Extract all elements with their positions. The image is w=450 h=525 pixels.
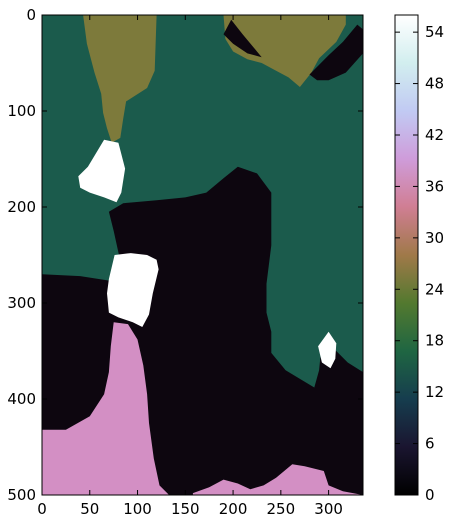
y-tick-label: 0 [26,6,36,24]
region-8-value-36 [192,464,363,495]
colorbar-tick-label: 48 [425,75,444,93]
y-tick-label: 400 [7,390,36,408]
colorbar-tick-label: 54 [425,23,444,41]
colorbar-tick-label: 42 [425,126,444,144]
x-tick-label: 300 [314,500,343,518]
colorbar-tick-label: 24 [425,280,444,298]
region-3-value-25 [223,15,346,87]
colorbar-axis: 0 6 12 18 24 30 36 42 48 54 [395,23,444,504]
colorbar-tick-label: 12 [425,383,444,401]
colorbar-tick-label: 30 [425,229,444,247]
x-tick-label: 50 [80,500,99,518]
colorbar-tick-label: 18 [425,332,444,350]
x-tick-label: 100 [123,500,152,518]
y-tick-label: 100 [7,102,36,120]
colorbar [394,14,419,496]
y-axis: 0 100 200 300 400 500 [7,6,363,504]
heatmap-plot-area [42,15,363,495]
plot-frame [41,14,364,496]
colorbar-tick-label: 6 [425,435,435,453]
region-7-value-36 [42,322,170,495]
colorbar-tick-label: 36 [425,177,444,195]
x-tick-label: 200 [219,500,248,518]
region-2-value-25 [83,15,157,143]
region-10-value-0 [309,24,363,81]
x-tick-label: 250 [267,500,296,518]
y-tick-label: 500 [7,486,36,504]
x-tick-label: 150 [171,500,200,518]
region-4-value-56 [78,139,126,203]
region-6-value-56 [318,331,337,369]
colorbar-tick-label: 0 [425,486,435,504]
y-tick-label: 200 [7,198,36,216]
region-5-value-56 [107,253,159,327]
region-9-value-0 [223,19,262,58]
x-axis: 0 50 100 150 200 250 300 [37,15,343,518]
y-tick-label: 300 [7,294,36,312]
x-tick-label: 0 [37,500,47,518]
